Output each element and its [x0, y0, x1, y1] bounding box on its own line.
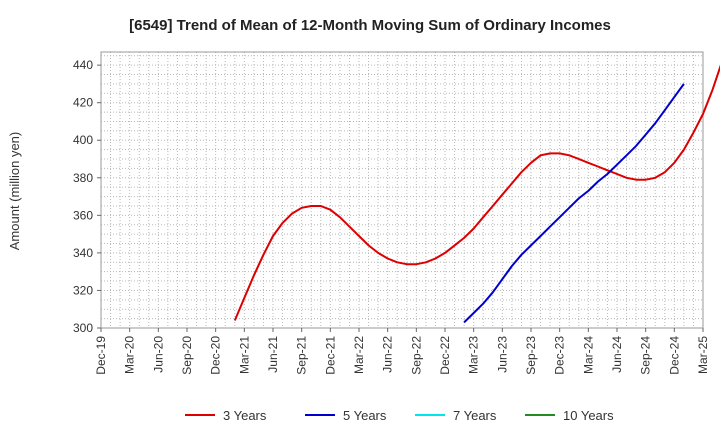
y-tick-label: 360: [73, 208, 93, 222]
x-tick-label: Mar-22: [352, 336, 366, 374]
legend: 3 Years 5 Years 7 Years 10 Years: [185, 408, 614, 423]
y-tick-label: 440: [73, 58, 93, 72]
x-tick-label: Dec-21: [323, 336, 337, 375]
x-tick-label: Sep-24: [639, 336, 653, 375]
x-tick-label: Dec-20: [209, 336, 223, 375]
series-line-3-years: [233, 64, 720, 321]
legend-label-10-years: 10 Years: [563, 408, 614, 423]
series-line-5-years: [463, 83, 685, 324]
legend-label-3-years: 3 Years: [223, 408, 267, 423]
legend-label-7-years: 7 Years: [453, 408, 497, 423]
x-tick-label: Jun-23: [495, 336, 509, 373]
x-tick-label: Sep-20: [180, 336, 194, 375]
x-tick-label: Mar-24: [581, 336, 595, 374]
grid: [101, 52, 703, 328]
x-tick-label: Jun-21: [266, 336, 280, 373]
series-lines: [233, 64, 720, 324]
x-tick-label: Sep-22: [409, 336, 423, 375]
legend-label-5-years: 5 Years: [343, 408, 387, 423]
x-tick-label: Sep-21: [295, 336, 309, 375]
y-tick-label: 380: [73, 171, 93, 185]
x-tick-label: Sep-23: [524, 336, 538, 375]
x-tick-label: Mar-23: [467, 336, 481, 374]
x-tick-label: Dec-23: [553, 336, 567, 375]
y-axis-label: Amount (million yen): [7, 132, 22, 251]
x-tick-label: Dec-24: [667, 336, 681, 375]
x-tick-label: Jun-24: [610, 336, 624, 373]
y-tick-label: 420: [73, 96, 93, 110]
x-axis: Dec-19 Mar-20 Jun-20 Sep-20 Dec-20 Mar-21 Jun-…: [94, 328, 710, 375]
plot-area: [100, 51, 704, 329]
y-axis: 300 320 340 360 380 400 420 440: [73, 58, 101, 335]
x-tick-label: Dec-19: [94, 336, 108, 375]
x-tick-label: Mar-20: [123, 336, 137, 374]
x-tick-label: Jun-22: [381, 336, 395, 373]
y-tick-label: 400: [73, 133, 93, 147]
chart-title: [6549] Trend of Mean of 12-Month Moving …: [129, 17, 611, 34]
x-tick-label: Mar-21: [237, 336, 251, 374]
x-tick-label: Jun-20: [151, 336, 165, 373]
y-tick-label: 320: [73, 283, 93, 297]
x-tick-label: Mar-25: [696, 336, 710, 374]
y-tick-label: 300: [73, 321, 93, 335]
y-tick-label: 340: [73, 246, 93, 260]
x-tick-label: Dec-22: [438, 336, 452, 375]
